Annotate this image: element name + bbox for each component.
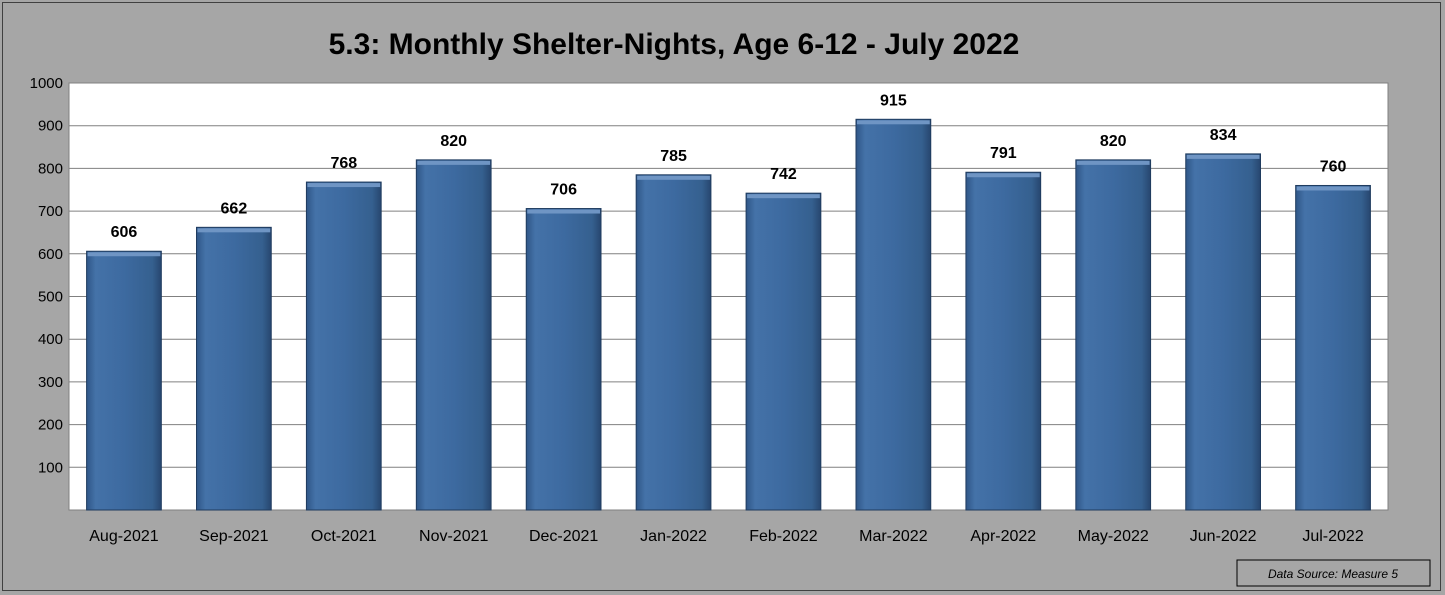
- y-axis-ticks: 100 200 300 400 500 600 700 800 900 1000: [30, 75, 63, 476]
- y-tick-label: 700: [38, 203, 63, 220]
- bar: [525, 208, 602, 511]
- bar-body: [525, 208, 602, 511]
- chart-title: 5.3: Monthly Shelter-Nights, Age 6-12 - …: [329, 28, 1020, 61]
- bar-body: [415, 159, 492, 511]
- bar: [635, 174, 712, 511]
- bar-body: [635, 174, 712, 511]
- bar: [305, 181, 382, 511]
- bar: [1295, 184, 1371, 511]
- data-label: 820: [1100, 133, 1127, 150]
- bar-highlight: [1076, 160, 1150, 165]
- data-label: 791: [990, 145, 1017, 162]
- x-tick-label: Jun-2022: [1190, 528, 1257, 545]
- data-label: 760: [1320, 158, 1347, 175]
- source-note-text: Data Source: Measure 5: [1268, 567, 1398, 581]
- data-label: 706: [550, 182, 577, 199]
- bar-highlight: [197, 228, 271, 233]
- bar: [86, 250, 162, 511]
- bars: [86, 118, 1371, 511]
- bar-highlight: [527, 209, 600, 214]
- y-tick-label: 100: [38, 459, 63, 476]
- y-tick-label: 300: [38, 374, 63, 391]
- x-tick-label: Oct-2021: [311, 528, 377, 545]
- y-tick-label: 600: [38, 246, 63, 263]
- y-tick-label: 400: [38, 331, 63, 348]
- bar-body: [305, 181, 382, 511]
- x-tick-label: Aug-2021: [89, 528, 158, 545]
- bar-highlight: [417, 160, 491, 165]
- y-tick-label: 500: [38, 289, 63, 306]
- bar-body: [745, 192, 822, 511]
- data-label: 662: [221, 200, 248, 217]
- bar-highlight: [637, 175, 710, 180]
- bar-body: [965, 171, 1042, 511]
- y-tick-label: 800: [38, 160, 63, 177]
- data-label: 820: [440, 133, 467, 150]
- bar: [855, 118, 932, 511]
- gridlines: [69, 82, 1388, 468]
- data-label: 768: [330, 155, 357, 172]
- bar: [965, 171, 1042, 511]
- x-tick-label: Mar-2022: [859, 528, 928, 545]
- y-tick-label: 200: [38, 417, 63, 434]
- y-tick-label: 1000: [30, 75, 63, 92]
- source-note: Data Source: Measure 5: [1236, 559, 1431, 587]
- bar: [196, 226, 272, 511]
- x-tick-label: Dec-2021: [529, 528, 598, 545]
- data-label: 785: [660, 148, 687, 165]
- bar-body: [1295, 184, 1371, 511]
- x-tick-label: Apr-2022: [970, 528, 1036, 545]
- bar-body: [1075, 159, 1152, 511]
- x-tick-label: Jul-2022: [1302, 528, 1363, 545]
- bar-highlight: [1186, 154, 1260, 159]
- source-box: [1236, 559, 1431, 587]
- x-tick-label: Nov-2021: [419, 528, 488, 545]
- bar-highlight: [857, 120, 930, 125]
- bar-body: [196, 226, 272, 511]
- x-tick-label: Feb-2022: [749, 528, 818, 545]
- bar: [1075, 159, 1152, 511]
- bar: [415, 159, 492, 511]
- bar-body: [855, 118, 932, 511]
- y-tick-label: 900: [38, 118, 63, 135]
- bar-highlight: [307, 183, 381, 188]
- x-tick-label: May-2022: [1078, 528, 1149, 545]
- data-label: 742: [770, 166, 797, 183]
- x-axis-ticks: Aug-2021 Sep-2021 Oct-2021 Nov-2021 Dec-2021…: [89, 528, 1364, 545]
- bar-highlight: [1296, 186, 1370, 191]
- x-tick-label: Sep-2021: [199, 528, 268, 545]
- x-tick-label: Jan-2022: [640, 528, 707, 545]
- bar-highlight: [966, 173, 1040, 178]
- data-labels: 606 662 768 820 706 785 742 915 791 820 834 760: [111, 92, 1347, 241]
- bar: [1185, 153, 1261, 511]
- data-label: 606: [111, 224, 138, 241]
- bar-highlight: [747, 194, 820, 199]
- bar-chart: 5.3: Monthly Shelter-Nights, Age 6-12 - …: [30, 28, 1431, 587]
- bar-body: [86, 250, 162, 511]
- bar-body: [1185, 153, 1261, 511]
- bar: [745, 192, 822, 511]
- data-label: 915: [880, 92, 907, 109]
- bar-highlight: [87, 252, 161, 257]
- data-label: 834: [1210, 127, 1237, 144]
